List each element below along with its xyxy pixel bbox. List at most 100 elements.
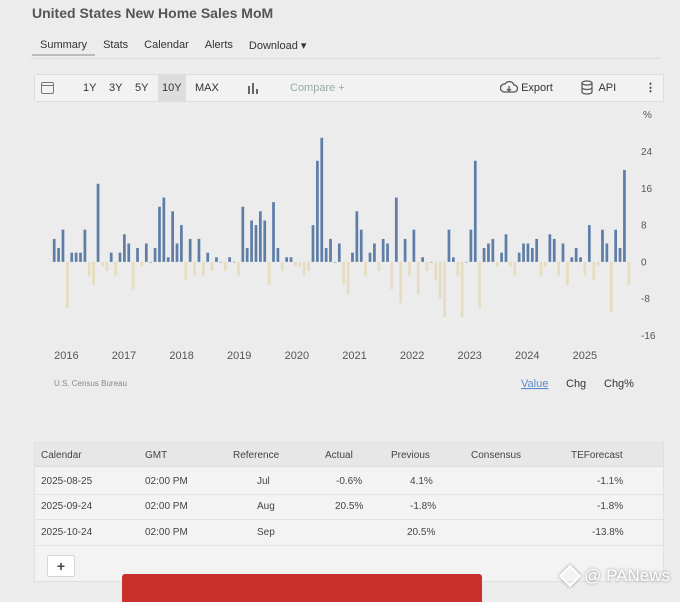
chart-bar — [355, 211, 359, 262]
range-max-button[interactable]: MAX — [195, 82, 219, 94]
chart-bar — [394, 197, 398, 262]
tab-calendar[interactable]: Calendar — [144, 39, 189, 51]
chart-bar — [96, 183, 100, 262]
header-previous: Previous — [391, 450, 430, 461]
x-tick-label: 2017 — [112, 350, 136, 362]
api-label: API — [598, 82, 617, 94]
chart-bar — [359, 229, 363, 262]
chart-bar — [74, 252, 78, 262]
row2-teforecast: -1.8% — [597, 501, 624, 512]
chart-bar — [162, 197, 166, 262]
header-calendar: Calendar — [41, 450, 82, 461]
chevron-down-icon: ▾ — [300, 39, 307, 52]
chart-bar — [408, 261, 411, 276]
row1-previous: 4.1% — [410, 476, 433, 487]
chart-bar — [267, 261, 271, 285]
chart-bar — [316, 160, 319, 262]
tab-summary[interactable]: Summary — [32, 35, 96, 56]
view-chg-pct-link[interactable]: Chg% — [604, 378, 634, 390]
calendar-icon[interactable] — [41, 82, 54, 94]
chart-bar — [390, 261, 394, 290]
chart-bar — [456, 261, 460, 276]
chart-bar — [430, 261, 433, 263]
chart-bar — [566, 261, 569, 285]
chart-bar — [583, 261, 587, 276]
row2-actual: 20.5% — [335, 501, 364, 512]
tab-stats[interactable]: Stats — [103, 39, 129, 51]
row3-reference: Sep — [257, 527, 275, 538]
range-1y-button[interactable]: 1Y — [83, 82, 97, 94]
more-options-icon[interactable]: ⋮ — [645, 82, 656, 94]
chart-bar — [311, 225, 315, 262]
y-unit-label: % — [643, 110, 652, 121]
chart-bar — [188, 238, 192, 262]
row3-teforecast: -13.8% — [592, 527, 624, 538]
row-divider — [35, 519, 663, 520]
row-divider — [35, 494, 663, 495]
tab-alerts[interactable]: Alerts — [204, 39, 233, 51]
bar-chart: 24 16 8 0 -8 -16% 2016 2017 2018 2019 2020 2021 2022… — [52, 110, 656, 390]
chart-bar — [412, 229, 416, 262]
nav-divider — [30, 58, 660, 59]
chart-bar — [272, 202, 275, 262]
chart-bar — [377, 261, 381, 272]
view-value-link[interactable]: Value — [521, 378, 548, 390]
row3-gmt: 02:00 PM — [145, 527, 188, 538]
chart-bar — [52, 238, 56, 262]
chart-bar — [166, 257, 170, 262]
chart-bar — [250, 220, 253, 262]
add-row-button[interactable]: + — [47, 555, 75, 577]
chart-bar — [175, 243, 179, 262]
api-button[interactable]: API — [580, 75, 616, 101]
row-divider — [35, 545, 663, 546]
chart-toolbar: 1Y 3Y 5Y 10Y MAX Compare + Export API ⋮ — [34, 74, 664, 102]
promo-banner[interactable] — [122, 574, 482, 602]
chart-bar — [465, 261, 468, 263]
y-tick-label: 16 — [641, 184, 653, 195]
chart-bar — [399, 261, 403, 304]
chart-bar — [609, 261, 613, 313]
tab-download[interactable]: Download ▾ — [241, 35, 315, 56]
chart-bar — [447, 229, 451, 262]
chart-bar — [614, 229, 618, 262]
chart-bar — [329, 238, 332, 262]
compare-input[interactable]: Compare + — [290, 82, 345, 94]
x-tick-label: 2023 — [457, 350, 481, 362]
x-tick-label: 2019 — [227, 350, 251, 362]
range-3y-button[interactable]: 3Y — [109, 82, 123, 94]
chart-bar — [535, 238, 539, 262]
chart-bar — [57, 248, 60, 262]
range-5y-button[interactable]: 5Y — [135, 82, 149, 94]
chart-bar — [373, 243, 376, 262]
chart-bar — [513, 261, 517, 276]
chart-bar — [114, 261, 117, 276]
chart-bar — [351, 252, 354, 262]
chart-bar — [245, 248, 249, 262]
chart-bar — [601, 229, 604, 262]
chart-bar — [197, 238, 201, 262]
cloud-download-icon — [499, 80, 519, 93]
chart-bar — [79, 252, 82, 262]
chart-bar — [364, 261, 367, 276]
range-10y-button[interactable]: 10Y — [158, 75, 186, 101]
chart-bar — [201, 261, 205, 276]
chart-bar — [140, 261, 144, 267]
export-button[interactable]: Export — [499, 75, 553, 101]
page-title: United States New Home Sales MoM — [32, 5, 274, 21]
chart-bar — [504, 234, 508, 262]
watermark: @ PANews — [558, 564, 670, 588]
header-reference: Reference — [233, 450, 280, 461]
chart-bar — [605, 243, 609, 262]
chart-bar — [574, 248, 578, 262]
chart-bar — [579, 257, 582, 262]
x-tick-label: 2018 — [169, 350, 193, 362]
chart-bar — [500, 252, 503, 262]
chart-bar — [487, 243, 490, 262]
panews-logo-icon — [558, 564, 582, 588]
chart-bar — [206, 252, 210, 262]
chart-bar — [180, 225, 183, 262]
chart-type-icon[interactable] — [247, 75, 259, 101]
chart-bar — [276, 248, 280, 262]
chart-bar — [320, 137, 324, 262]
view-chg-link[interactable]: Chg — [566, 378, 586, 390]
